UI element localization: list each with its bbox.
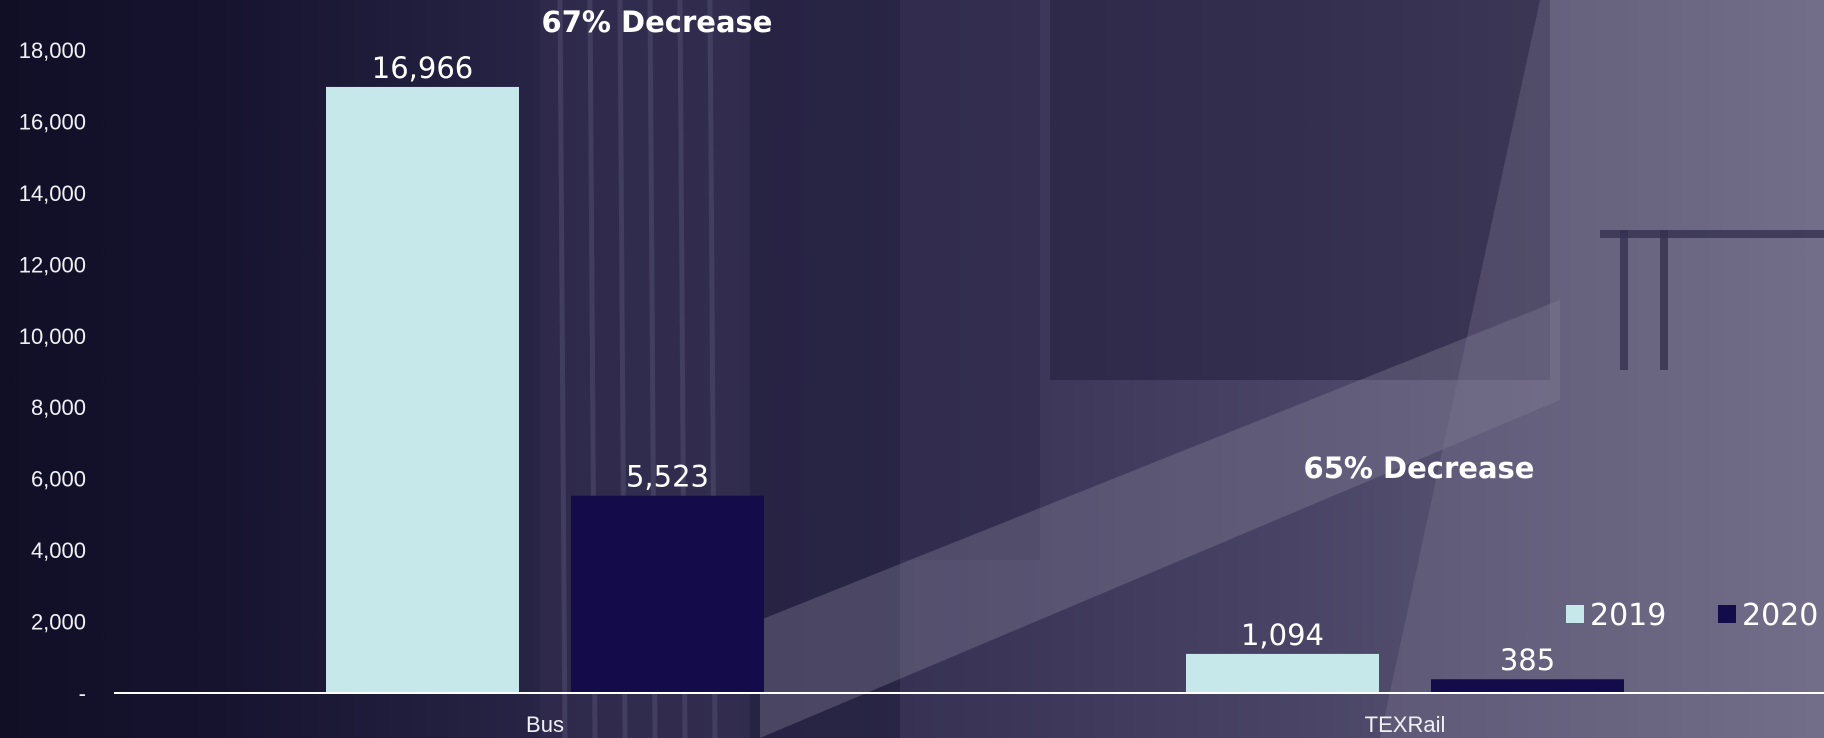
y-axis-ticks: - 2,000 4,000 6,000 8,000 10,000 12,000 14,000 1… (19, 38, 86, 706)
bar-bus-2020 (571, 495, 764, 693)
y-tick-label: 2,000 (31, 610, 86, 635)
annotation-decrease: 65% Decrease (1304, 451, 1535, 485)
x-tick-label: Bus (526, 712, 564, 737)
legend-swatch-2020 (1718, 605, 1736, 623)
y-tick-label: 6,000 (31, 467, 86, 492)
legend-swatch-2019 (1566, 605, 1584, 623)
legend-label-2020: 2020 (1742, 598, 1818, 633)
y-tick-label: 12,000 (19, 252, 86, 277)
legend: 2019 2020 (1566, 598, 1818, 633)
bar-texrail-2020 (1431, 679, 1624, 693)
data-labels-group: 16,966 5,523 1,094 385 (372, 51, 1555, 677)
y-tick-label: 18,000 (19, 38, 86, 63)
y-tick-label: 10,000 (19, 324, 86, 349)
y-tick-label: 14,000 (19, 181, 86, 206)
bar-texrail-2019 (1186, 653, 1379, 693)
x-tick-label: TEXRail (1365, 712, 1446, 737)
x-axis-ticks: Bus TEXRail (526, 712, 1445, 737)
data-label-texrail-2019: 1,094 (1241, 618, 1324, 652)
y-tick-label: 16,000 (19, 109, 86, 134)
data-label-bus-2019: 16,966 (372, 51, 473, 85)
y-tick-label: 8,000 (31, 395, 86, 420)
data-label-bus-2020: 5,523 (626, 460, 709, 494)
annotation-decrease: 67% Decrease (542, 5, 773, 39)
y-tick-label: 4,000 (31, 538, 86, 563)
annotations-group: 67% Decrease 65% Decrease (542, 5, 1535, 485)
y-tick-label: - (79, 681, 86, 706)
bar-bus-2019 (326, 86, 519, 694)
bars-group (326, 86, 1624, 694)
legend-label-2019: 2019 (1590, 598, 1666, 633)
data-label-texrail-2020: 385 (1500, 643, 1555, 677)
